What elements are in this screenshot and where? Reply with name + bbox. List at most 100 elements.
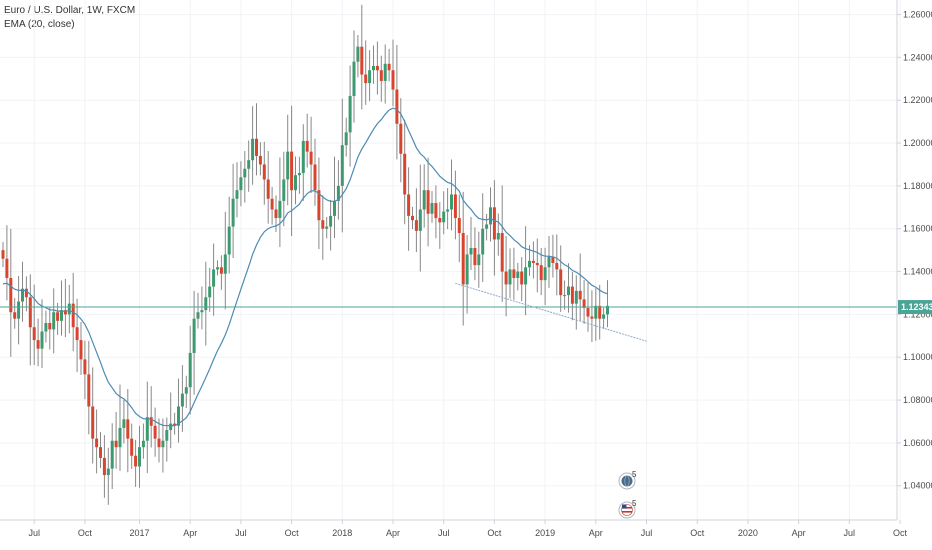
candle-body-up: [227, 226, 231, 255]
candle-body-down: [504, 271, 508, 285]
candle-body-up: [44, 322, 48, 332]
indicator-label: EMA (20, close): [4, 19, 75, 30]
candle-body-down: [570, 286, 574, 304]
candle-body-down: [153, 425, 157, 439]
candle-body-up: [180, 393, 184, 407]
ema-line: [2, 107, 608, 427]
flag-canton: [622, 504, 627, 509]
y-tick-label: 1.18000: [903, 181, 932, 191]
x-tick-label: Apr: [589, 528, 603, 538]
candle-layer: [1, 4, 609, 505]
candle-body-down: [290, 151, 294, 191]
candle-body-up: [192, 318, 196, 353]
candle-body-up: [138, 447, 141, 467]
x-tick-label: Oct: [78, 528, 93, 538]
axis-layer: 1.04000 1.06000 1.08000 1.10000 1.12000 1.140…: [0, 0, 932, 538]
candle-body-down: [586, 307, 590, 317]
candle-body-down: [520, 271, 524, 285]
candle-body-down: [309, 151, 313, 165]
candle-body-down: [391, 70, 395, 90]
candle-body-down: [379, 70, 383, 81]
candle-body-up: [204, 297, 208, 311]
candle-body-up: [247, 160, 251, 169]
y-tick-label: 1.10000: [903, 352, 932, 362]
candle-body-up: [196, 312, 200, 319]
event-count-label: 5: [632, 470, 637, 479]
candle-body-up: [52, 312, 56, 330]
x-tick-label: Jul: [844, 528, 856, 538]
candle-body-up: [223, 254, 227, 274]
news-globe-icon: [621, 475, 633, 487]
candle-body-down: [387, 63, 391, 71]
ema-layer: [2, 107, 608, 427]
last-price-badge: [898, 300, 932, 315]
y-tick-label: 1.16000: [903, 224, 932, 234]
candle-body-up: [528, 260, 531, 268]
candle-body-up: [524, 267, 528, 285]
candle-body-up: [282, 179, 286, 201]
candle-body-up: [336, 185, 340, 201]
candle-body-up: [208, 286, 212, 298]
candle-body-down: [578, 290, 582, 300]
candle-body-up: [442, 211, 446, 223]
candle-body-up: [348, 95, 352, 133]
candle-body-up: [372, 65, 375, 71]
candle-body-down: [457, 218, 461, 234]
candle-body-down: [321, 220, 325, 229]
candle-body-down: [87, 374, 91, 407]
candle-body-up: [333, 200, 336, 216]
y-tick-label: 1.14000: [903, 267, 932, 277]
flag-stripe: [622, 511, 632, 513]
candle-body-down: [375, 65, 379, 71]
candle-body-up: [145, 417, 149, 441]
candle-body-up: [383, 63, 387, 81]
candle-body-up: [118, 427, 122, 448]
y-tick-label: 1.08000: [903, 395, 932, 405]
x-tick-label: Apr: [183, 528, 197, 538]
candle-body-down: [555, 262, 559, 270]
candle-body-down: [75, 327, 79, 341]
candle-body-up: [594, 305, 598, 319]
candle-body-down: [407, 194, 411, 216]
candle-body-up: [485, 224, 489, 229]
candle-body-down: [149, 417, 153, 426]
candle-body-down: [512, 269, 516, 278]
candle-body-up: [216, 267, 219, 270]
candle-body-up: [344, 132, 348, 146]
candle-body-down: [114, 440, 118, 448]
candle-body-down: [274, 209, 278, 219]
candle-body-down: [395, 89, 399, 124]
candle-body-down: [32, 327, 36, 341]
y-tick-label: 1.04000: [903, 481, 932, 491]
candle-body-up: [239, 177, 243, 191]
candle-body-up: [543, 267, 547, 281]
candle-body-up: [243, 168, 247, 178]
candle-body-down: [5, 258, 9, 278]
candle-body-down: [434, 203, 438, 219]
candle-body-up: [165, 430, 169, 441]
candle-body-up: [469, 248, 473, 255]
candle-body-down: [270, 198, 274, 210]
candle-body-down: [24, 288, 28, 298]
candle-body-down: [28, 297, 32, 328]
candle-body-up: [508, 269, 512, 285]
candle-body-up: [602, 314, 606, 319]
candle-body-down: [305, 140, 309, 152]
candle-body-up: [141, 440, 145, 448]
x-tick-label: 2020: [738, 528, 758, 538]
candle-body-down: [262, 164, 266, 180]
candle-body-up: [606, 305, 609, 315]
candle-body-up: [297, 173, 301, 176]
x-tick-label: Oct: [487, 528, 502, 538]
event-layer: 55: [618, 470, 637, 519]
candle-body-up: [352, 61, 356, 96]
candle-body-down: [126, 419, 130, 439]
y-tick-label: 1.20000: [903, 138, 932, 148]
candle-body-down: [500, 233, 504, 272]
candle-body-up: [489, 207, 492, 225]
candle-body-down: [492, 207, 496, 240]
candle-body-up: [563, 295, 567, 297]
candle-body-down: [266, 179, 270, 199]
candle-body-down: [473, 248, 477, 266]
